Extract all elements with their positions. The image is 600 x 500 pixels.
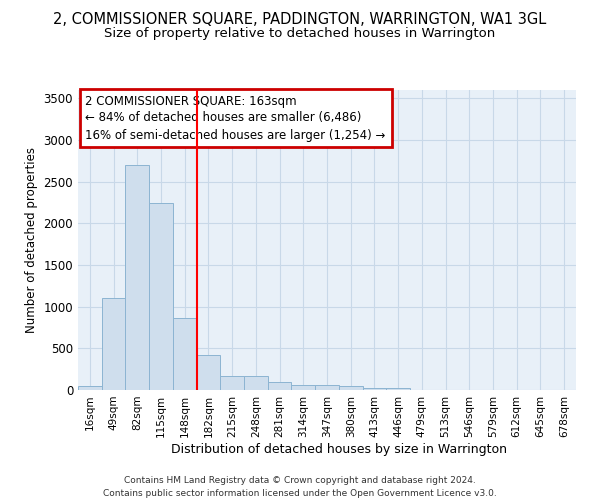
Bar bbox=[78, 386, 102, 390]
Bar bbox=[315, 386, 339, 390]
Bar bbox=[149, 202, 173, 390]
Text: 2 COMMISSIONER SQUARE: 163sqm
← 84% of detached houses are smaller (6,486)
16% o: 2 COMMISSIONER SQUARE: 163sqm ← 84% of d… bbox=[85, 94, 386, 142]
Bar bbox=[268, 382, 292, 390]
Bar bbox=[362, 388, 386, 390]
Bar bbox=[125, 165, 149, 390]
Bar bbox=[197, 355, 220, 390]
Bar bbox=[339, 386, 362, 390]
Bar bbox=[244, 376, 268, 390]
Bar bbox=[220, 376, 244, 390]
Y-axis label: Number of detached properties: Number of detached properties bbox=[25, 147, 38, 333]
Bar bbox=[173, 318, 197, 390]
Text: 2, COMMISSIONER SQUARE, PADDINGTON, WARRINGTON, WA1 3GL: 2, COMMISSIONER SQUARE, PADDINGTON, WARR… bbox=[53, 12, 547, 28]
Bar bbox=[386, 388, 410, 390]
Text: Distribution of detached houses by size in Warrington: Distribution of detached houses by size … bbox=[171, 442, 507, 456]
Text: Size of property relative to detached houses in Warrington: Size of property relative to detached ho… bbox=[104, 28, 496, 40]
Text: Contains HM Land Registry data © Crown copyright and database right 2024.
Contai: Contains HM Land Registry data © Crown c… bbox=[103, 476, 497, 498]
Bar bbox=[292, 384, 315, 390]
Bar bbox=[102, 298, 125, 390]
